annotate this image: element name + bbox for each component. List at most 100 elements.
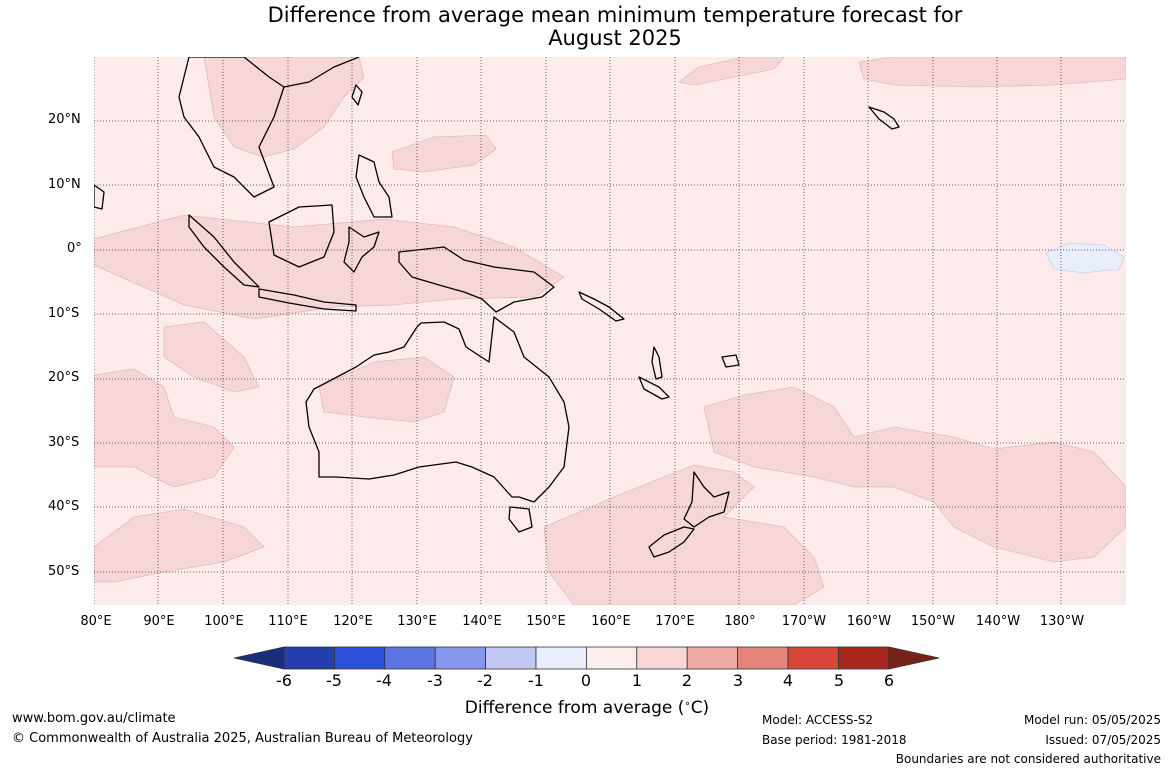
philippines-coastline	[355, 154, 393, 218]
colorbar-segment	[686, 646, 739, 670]
northwest-warm-region	[203, 57, 365, 158]
colorbar-tick: -4	[376, 671, 392, 690]
anomaly-map	[94, 57, 1126, 605]
sulawesi-coastline	[343, 226, 380, 273]
lon-label: 110°E	[268, 614, 308, 629]
lat-label: 40°S	[48, 499, 80, 514]
new-zealand-south-island	[648, 526, 695, 558]
colorbar-label-text: Difference from average (	[464, 698, 685, 718]
sumatra-coastline	[188, 214, 260, 288]
colorbar-tick: 2	[681, 671, 693, 690]
sri-lanka-coastline	[94, 184, 105, 210]
hawaii-coastline	[868, 106, 900, 130]
disclaimer-text: Boundaries are not considered authoritat…	[895, 752, 1161, 766]
vanuatu-coastline	[651, 346, 663, 380]
colorbar-segment	[485, 646, 537, 670]
lon-label: 180°	[724, 614, 756, 629]
warm-anomaly-regions	[94, 57, 1126, 605]
lon-label: 150°E	[526, 614, 566, 629]
indochina-coastline	[178, 57, 285, 198]
title-line-1: Difference from average mean minimum tem…	[267, 3, 963, 27]
fiji-coastline	[721, 354, 740, 368]
lat-label: 20°N	[48, 112, 81, 127]
indian-ocean-warm-patch	[163, 321, 260, 393]
tasmania-coastline	[508, 506, 533, 533]
colorbar-tick: -5	[326, 671, 342, 690]
model-run-text: Model run: 05/05/2025	[1023, 713, 1161, 727]
lat-label: 10°N	[48, 177, 81, 192]
lat-label: 10°S	[48, 306, 80, 321]
graticule	[94, 57, 1126, 605]
cool-anomaly-patch	[1045, 242, 1125, 274]
colorbar	[234, 646, 940, 670]
colorbar-tick: -3	[427, 671, 443, 690]
new-guinea-coastline	[398, 246, 555, 313]
colorbar-tick: 0	[580, 671, 592, 690]
lon-label: 160°W	[846, 614, 892, 629]
southwest-indian-ocean-warm-patch	[94, 368, 235, 488]
colorbar-tick: 1	[631, 671, 643, 690]
colorbar-tick: -2	[477, 671, 493, 690]
taiwan-coastline	[351, 84, 363, 106]
colorbar-label: Difference from average (∘C)	[464, 698, 710, 718]
western-australia-warm-patch	[318, 356, 455, 423]
colorbar-segment	[535, 646, 587, 670]
base-period-text: Base period: 1981-2018	[762, 733, 907, 747]
lon-label: 170°E	[655, 614, 695, 629]
solomon-islands-coastline	[578, 291, 625, 322]
chart-title: Difference from average mean minimum tem…	[0, 4, 1173, 50]
south-indian-ocean-warm-patch	[94, 508, 265, 583]
colorbar-segment	[234, 646, 285, 670]
copyright-text: © Commonwealth of Australia 2025, Austra…	[12, 731, 473, 746]
lon-label: 150°W	[910, 614, 956, 629]
north-pacific-warm-patch-2	[858, 57, 1126, 88]
borneo-coastline	[268, 204, 335, 268]
model-text: Model: ACCESS-S2	[762, 713, 874, 727]
coastlines	[94, 57, 900, 558]
mainland-east-asia-coastline	[283, 57, 360, 88]
colorbar-tick: 5	[833, 671, 845, 690]
lon-label: 90°E	[143, 614, 175, 629]
lon-label: 140°W	[975, 614, 1021, 629]
colorbar-tick: 4	[782, 671, 794, 690]
colorbar-tick: 3	[732, 671, 744, 690]
colorbar-tick: -6	[276, 671, 292, 690]
south-pacific-warm-region	[703, 386, 1126, 563]
new-caledonia-coastline	[638, 376, 670, 400]
colorbar-segment	[283, 646, 335, 670]
colorbar-segment	[384, 646, 436, 670]
lat-label: 20°S	[48, 370, 80, 385]
issued-text: Issued: 07/05/2025	[1045, 733, 1161, 747]
lat-label: 30°S	[48, 435, 80, 450]
colorbar-segment	[334, 646, 386, 670]
colorbar-segment	[888, 646, 940, 670]
colorbar-tick: -1	[528, 671, 544, 690]
colorbar-segment	[787, 646, 839, 670]
lon-label: 120°E	[333, 614, 373, 629]
tasman-warm-region	[543, 464, 825, 605]
colorbar-segment	[636, 646, 688, 670]
australia-coastline	[305, 316, 570, 503]
lon-label: 170°W	[781, 614, 827, 629]
equatorial-warm-band	[94, 214, 565, 320]
lat-label: 0°	[67, 241, 82, 256]
title-line-2: August 2025	[548, 26, 682, 50]
lon-label: 80°E	[80, 614, 112, 629]
lon-label: 100°E	[204, 614, 244, 629]
lat-label: 50°S	[48, 564, 80, 579]
lon-label: 130°W	[1039, 614, 1085, 629]
north-pacific-warm-patch-1	[678, 57, 785, 86]
lon-label: 130°E	[397, 614, 437, 629]
website-text: www.bom.gov.au/climate	[12, 711, 176, 726]
colorbar-segment	[585, 646, 638, 670]
colorbar-segment	[434, 646, 486, 670]
colorbar-segment	[838, 646, 890, 670]
new-zealand-north-island	[683, 471, 730, 528]
south-china-sea-warm-patch	[391, 134, 497, 173]
lon-label: 140°E	[462, 614, 502, 629]
java-coastline	[258, 288, 357, 312]
colorbar-tick: 6	[883, 671, 895, 690]
colorbar-label-unit: C)	[690, 698, 710, 718]
lon-label: 160°E	[591, 614, 631, 629]
colorbar-segment	[737, 646, 789, 670]
